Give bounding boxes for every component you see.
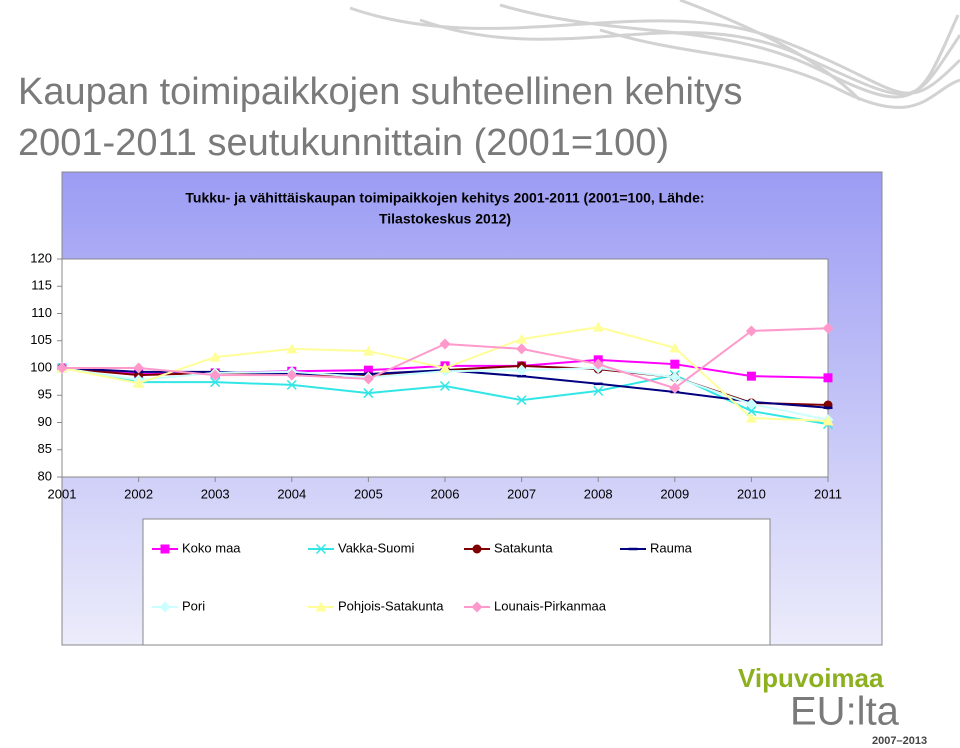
data-point [746,371,756,381]
data-point [286,343,298,354]
slide-title: 2001-2011 seutukunnittain (2001=100) [18,122,669,164]
logo-sub: EU:lta [790,690,900,734]
data-point [593,385,604,396]
data-point [669,371,681,383]
ribbon-decoration [349,0,960,109]
data-point [363,365,373,375]
data-point [362,345,374,356]
legend-marker [315,543,327,555]
legend-marker [471,601,483,613]
data-point [363,388,374,399]
data-point [670,359,680,369]
data-point [286,379,297,390]
legend-label: Pohjois-Satakunta [338,598,444,613]
x-tick-label: 2004 [277,486,306,501]
data-point [822,322,834,334]
legend-label: Lounais-Pirkanmaa [494,598,607,613]
data-point [669,342,681,353]
y-tick-label: 90 [38,414,52,429]
data-point [286,369,298,381]
y-tick-label: 115 [31,278,52,293]
legend-label: Rauma [650,540,693,555]
x-tick-label: 2005 [354,486,383,501]
legend [142,518,771,646]
data-point [56,362,68,374]
data-point [209,351,221,362]
data-point [133,377,145,388]
legend-marker [472,544,482,554]
data-point [745,325,757,337]
y-tick-label: 95 [38,387,52,402]
data-point [516,395,527,406]
legend-label: Vakka-Suomi [338,540,414,555]
x-tick-label: 2007 [507,486,536,501]
legend-label: Pori [182,598,205,613]
y-tick-label: 80 [38,468,52,483]
data-point [439,362,451,373]
x-tick-label: 2011 [814,486,842,501]
legend-marker [315,601,327,612]
data-point [823,373,833,383]
data-point [439,380,451,392]
logo-name: Vipuvoimaa [738,663,884,693]
data-point [592,358,604,370]
y-tick-label: 85 [38,441,52,456]
data-point [209,369,221,381]
data-point [592,321,604,332]
y-tick-label: 110 [31,305,52,320]
y-tick-label: 105 [30,332,52,347]
x-tick-label: 2002 [124,486,153,501]
legend-label: Koko maa [182,540,241,555]
legend-marker [160,544,170,554]
data-point [362,373,374,385]
slide-title: Kaupan toimipaikkojen suhteellinen kehit… [18,71,743,113]
x-tick-label: 2009 [660,486,689,501]
data-point [133,362,145,374]
legend-marker [159,601,171,613]
chart-title: Tilastokeskus 2012) [379,211,511,227]
data-point [745,398,757,410]
data-point [210,377,221,388]
data-point [439,338,451,350]
legend-label: Satakunta [494,540,553,555]
data-point [516,333,528,344]
logo-years: 2007–2013 [872,735,927,747]
x-tick-label: 2008 [584,486,613,501]
x-tick-label: 2001 [48,486,77,501]
x-tick-label: 2003 [201,486,230,501]
chart-title: Tukku- ja vähittäiskaupan toimipaikkojen… [185,190,704,206]
data-point [669,382,681,394]
y-tick-label: 100 [30,359,52,374]
x-tick-label: 2010 [737,486,766,501]
data-point [745,412,757,423]
y-tick-label: 120 [30,250,52,265]
data-point [822,415,834,426]
x-tick-label: 2006 [431,486,460,501]
data-point [516,343,528,355]
data-point [516,364,528,376]
